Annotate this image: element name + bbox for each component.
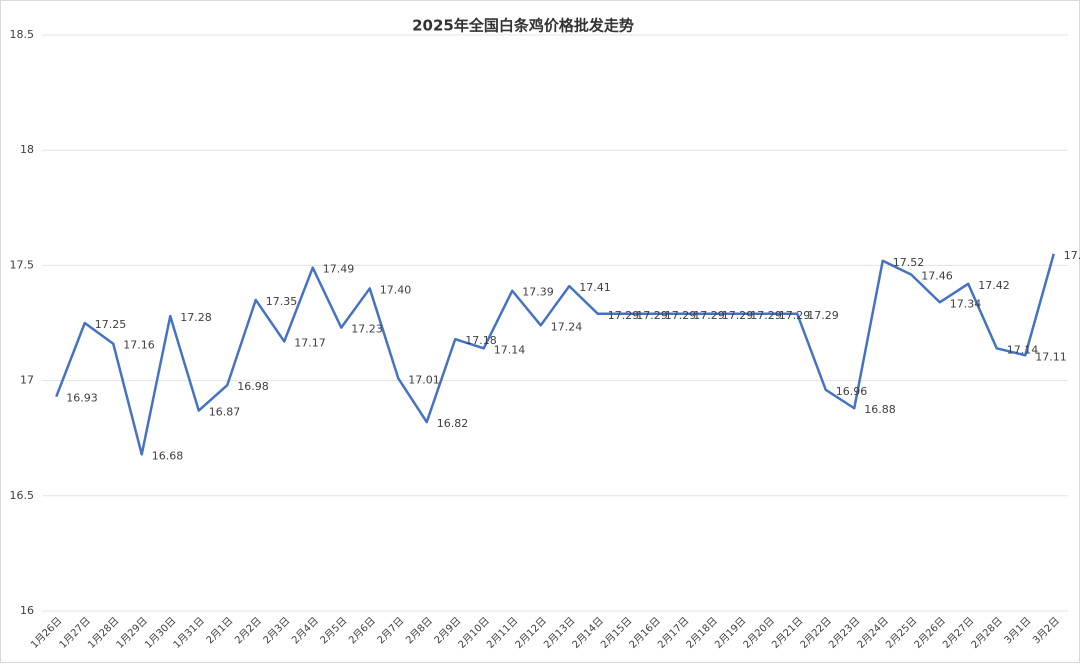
- data-label: 17.24: [551, 320, 583, 333]
- y-tick-label: 18.5: [10, 28, 35, 41]
- data-label: 17.01: [408, 373, 440, 386]
- data-label: 17.41: [579, 281, 611, 294]
- chart-title: 2025年全国白条鸡价格批发走势: [412, 17, 634, 35]
- y-tick-label: 18: [20, 143, 34, 156]
- data-label: 17.11: [1035, 350, 1067, 363]
- data-label: 17.34: [950, 297, 982, 310]
- data-label: 17.29: [750, 309, 782, 322]
- data-label: 16.93: [66, 392, 98, 405]
- data-label: 17.42: [978, 279, 1010, 292]
- data-label: 16.88: [864, 403, 896, 416]
- data-label: 17.29: [636, 309, 668, 322]
- data-label: 16.98: [237, 380, 269, 393]
- data-label: 17.25: [95, 318, 127, 331]
- data-label: 17.29: [693, 309, 725, 322]
- data-label: 17.35: [266, 295, 298, 308]
- data-label: 17.39: [522, 286, 554, 299]
- y-tick-label: 17.5: [10, 258, 35, 271]
- data-label: 17.46: [921, 270, 953, 283]
- data-label: 17.14: [494, 343, 526, 356]
- y-tick-label: 16.5: [10, 489, 35, 502]
- data-label: 17.49: [323, 263, 355, 276]
- data-label: 17.29: [807, 309, 839, 322]
- line: [55, 253, 1055, 456]
- y-tick-label: 16: [20, 604, 34, 617]
- data-label: 16.82: [437, 417, 469, 430]
- data-label: 17.16: [123, 339, 155, 352]
- data-label: 17.23: [351, 323, 383, 336]
- data-label: 16.68: [152, 449, 184, 462]
- data-label: 17.18: [465, 334, 497, 347]
- data-label: 17.14: [1007, 343, 1039, 356]
- data-label: 17.52: [893, 256, 925, 269]
- data-label: 16.96: [836, 385, 868, 398]
- data-label: 16.87: [209, 406, 241, 419]
- data-label: 17.29: [608, 309, 640, 322]
- data-label: 17.40: [380, 283, 412, 296]
- data-label: 17.17: [294, 336, 326, 349]
- data-label: 17.29: [722, 309, 754, 322]
- data-label: 17.29: [665, 309, 697, 322]
- data-label: 17.28: [180, 311, 212, 324]
- data-label: 17.55: [1064, 249, 1080, 262]
- data-label: 17.29: [779, 309, 811, 322]
- y-tick-label: 17: [20, 374, 34, 387]
